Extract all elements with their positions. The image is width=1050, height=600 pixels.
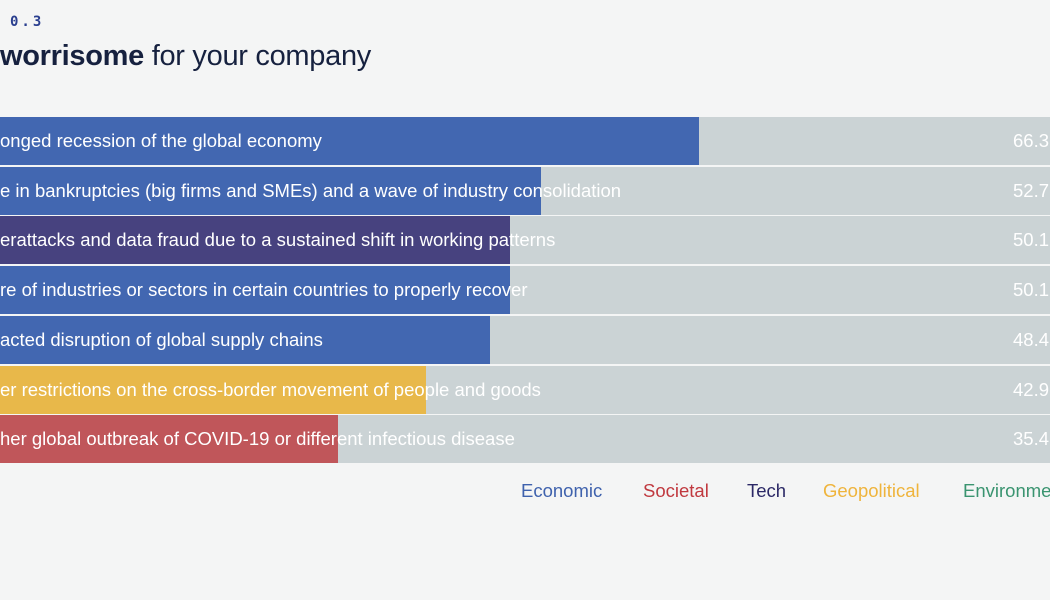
bar (0, 266, 511, 315)
value-label: 50.1 (1013, 279, 1050, 301)
bar (0, 365, 427, 414)
value-label: 48.4 (1013, 328, 1050, 350)
value-label: 66.3 (1013, 130, 1050, 151)
section-number: 0.3 (10, 14, 45, 30)
bar-row: onged recession of the global economy 66.… (0, 117, 1050, 165)
bar (0, 166, 541, 215)
bar-row: er restrictions on the cross-border move… (0, 365, 1050, 414)
chart-title: worrisome for your company (0, 40, 371, 73)
bar-label: her global outbreak of COVID-19 or diffe… (0, 428, 515, 450)
bar-row: re of industries or sectors in certain c… (0, 266, 1050, 315)
bar-row: e in bankruptcies (big firms and SMEs) a… (0, 166, 1050, 215)
value-label: 52.7 (1013, 179, 1050, 201)
value-label: 50.1 (1013, 229, 1050, 251)
legend: Economic Societal Tech Geopolitical Environm… (0, 480, 1050, 504)
bar (0, 315, 491, 364)
bar-label: e in bankruptcies (big firms and SMEs) a… (0, 179, 622, 201)
legend-item: Societal (643, 480, 709, 501)
legend-item: Environme (963, 480, 1050, 501)
bar (0, 117, 700, 165)
value-label: 35.4 (1013, 428, 1050, 450)
bar-row: acted disruption of global supply chains… (0, 315, 1050, 364)
legend-item: Economic (521, 480, 603, 501)
bar-label: er restrictions on the cross-border move… (0, 378, 541, 400)
bar (0, 415, 339, 464)
chart-title-bold: worrisome (0, 40, 144, 72)
value-label: 42.9 (1013, 378, 1050, 400)
legend-item: Tech (747, 480, 787, 501)
bar-row: erattacks and data fraud due to a sustai… (0, 216, 1050, 265)
bar-row: her global outbreak of COVID-19 or diffe… (0, 415, 1050, 464)
bar-label: acted disruption of global supply chains (0, 328, 323, 350)
bar (0, 216, 511, 265)
legend-item: Geopolitical (823, 480, 920, 501)
bar-label: re of industries or sectors in certain c… (0, 279, 528, 301)
chart-title-rest: for your company (143, 40, 372, 72)
bar-label: onged recession of the global economy (0, 130, 322, 151)
bar-label: erattacks and data fraud due to a sustai… (0, 229, 556, 251)
